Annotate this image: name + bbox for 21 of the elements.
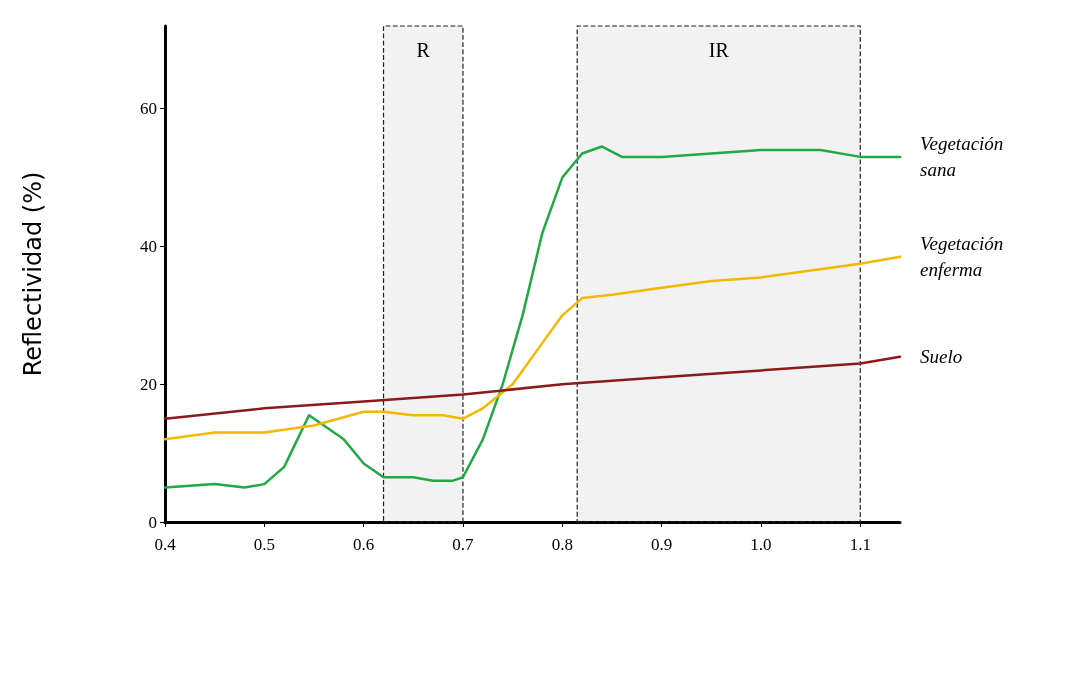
- x-tick-label: 0.7: [452, 535, 475, 554]
- line-series: [163, 255, 902, 441]
- x-tick-label: 1.1: [849, 535, 871, 554]
- x-tick-label: 0.4: [154, 535, 177, 554]
- x-tick-label: 0.8: [551, 535, 573, 554]
- x-tick-label: 0.9: [651, 535, 673, 554]
- band-label: IR: [708, 39, 730, 62]
- x-tick-label: 1.0: [750, 535, 772, 554]
- series-label: Vegetación enferma: [920, 233, 1009, 281]
- y-axis-title: Reflectividad (%): [19, 171, 47, 377]
- line-series: [163, 145, 902, 489]
- y-tick-label: 40: [140, 236, 157, 256]
- y-tick-label: 20: [140, 374, 157, 394]
- series-label: Vegetación sana: [920, 133, 1009, 181]
- x-tick-label: 0.6: [353, 535, 375, 554]
- band-label: R: [416, 39, 431, 62]
- y-tick-label: 0: [148, 512, 157, 532]
- y-tick-label: 60: [140, 99, 157, 119]
- line-series: [163, 355, 902, 420]
- series-label: Suelo: [920, 346, 963, 368]
- x-tick-label: 0.5: [253, 535, 275, 554]
